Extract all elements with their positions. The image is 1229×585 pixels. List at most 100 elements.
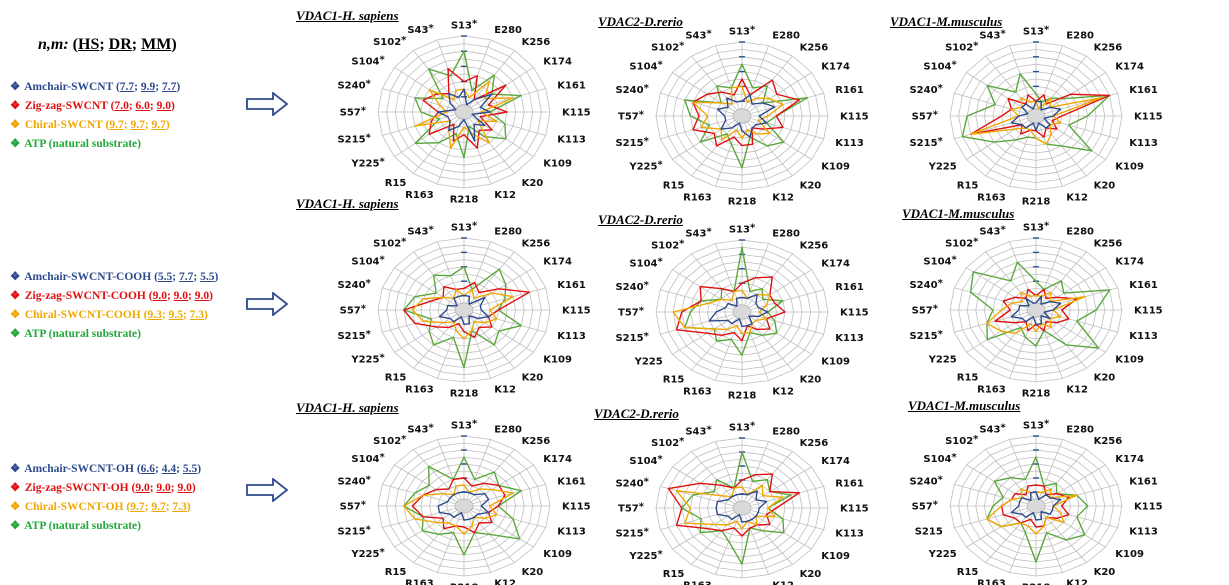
axis-label: S240* bbox=[337, 278, 371, 291]
axis-label: K115 bbox=[562, 306, 591, 317]
legend-header-open: ( bbox=[72, 36, 78, 53]
series-atp bbox=[414, 50, 522, 159]
axis-label: K115 bbox=[562, 108, 591, 119]
significance-star-icon: * bbox=[366, 525, 372, 536]
legend-value: 4.4 bbox=[161, 463, 177, 475]
axis-label: S43* bbox=[979, 29, 1006, 42]
axis-label: K161 bbox=[1129, 85, 1158, 96]
grid-spoke bbox=[437, 439, 465, 507]
axis-label: K115 bbox=[840, 112, 869, 123]
axis-label: R163 bbox=[405, 579, 434, 585]
significance-star-icon: * bbox=[750, 223, 756, 234]
legend-item: ❖ ATP (natural substrate) bbox=[10, 135, 280, 154]
grid-spoke bbox=[1035, 439, 1063, 507]
axis-label: K174 bbox=[543, 454, 572, 465]
grid-spoke bbox=[741, 507, 812, 550]
legend-chirality-values: (7.7; 9.9; 7.7) bbox=[115, 81, 181, 93]
grid-spoke bbox=[660, 485, 743, 509]
axis-label: K12 bbox=[1066, 579, 1088, 585]
axis-label: S13* bbox=[451, 221, 478, 234]
axis-label: K109 bbox=[543, 159, 572, 170]
significance-star-icon: * bbox=[1000, 422, 1006, 433]
panel-title: VDAC2-D.rerio bbox=[598, 212, 683, 227]
axis-label: S57* bbox=[340, 106, 367, 119]
center-hub bbox=[454, 302, 474, 318]
grid-spoke bbox=[463, 505, 491, 573]
axis-label: E280 bbox=[494, 25, 522, 36]
axis-label: K20 bbox=[522, 373, 544, 384]
axis-label: S13* bbox=[1023, 25, 1050, 38]
grid-spoke bbox=[1035, 115, 1063, 187]
axis-label: S13* bbox=[729, 421, 756, 434]
grid-spoke bbox=[741, 311, 769, 381]
grid-spoke bbox=[985, 505, 1037, 563]
grid-spoke bbox=[463, 449, 515, 507]
legend-value: 9.0 bbox=[194, 290, 210, 302]
grid-spoke bbox=[741, 507, 793, 565]
significance-star-icon: * bbox=[361, 500, 367, 511]
series-chiral bbox=[986, 291, 1086, 334]
grid-spoke bbox=[382, 111, 465, 136]
legend-header-sep1: ; bbox=[99, 36, 105, 53]
significance-star-icon: * bbox=[938, 474, 944, 485]
legend-header-dr: DR bbox=[108, 36, 132, 53]
axis-label: S102* bbox=[651, 41, 685, 54]
axis-label: K12 bbox=[772, 386, 794, 397]
axis-label: K12 bbox=[1066, 192, 1088, 203]
legend-label: Zig-zag-SWCNT bbox=[24, 100, 108, 112]
grid-spoke bbox=[413, 449, 465, 507]
axis-label: R161 bbox=[835, 478, 864, 489]
legend-chirality-values: (9.0; 9.0; 9.0) bbox=[148, 290, 213, 302]
axis-label: K115 bbox=[1134, 112, 1163, 123]
axis-label: E280 bbox=[494, 424, 522, 435]
legend-item: ❖ Zig-zag-SWCNT-OH (9.0; 9.0; 9.0) bbox=[10, 479, 280, 498]
grid-spoke bbox=[1035, 505, 1087, 563]
axis-label: S13* bbox=[729, 25, 756, 38]
grid-spoke bbox=[1009, 439, 1037, 507]
axis-label: R163 bbox=[405, 190, 434, 201]
legend-value: 9.0 bbox=[156, 482, 171, 494]
axis-label: K109 bbox=[821, 551, 850, 562]
series-zigzag bbox=[411, 477, 506, 534]
significance-star-icon: * bbox=[706, 29, 712, 40]
legend-value: 9.9 bbox=[140, 81, 156, 93]
grid-spoke bbox=[672, 466, 743, 509]
significance-star-icon: * bbox=[938, 329, 944, 340]
axis-label: K174 bbox=[1115, 62, 1144, 73]
series-atp bbox=[986, 456, 1089, 563]
significance-star-icon: * bbox=[644, 280, 650, 291]
legend-label: ATP (natural substrate) bbox=[24, 138, 141, 150]
grid-spoke bbox=[1035, 449, 1087, 507]
legend-item: ❖ Zig-zag-SWCNT-COOH (9.0; 9.0; 9.0) bbox=[10, 287, 280, 306]
axis-label: S43* bbox=[407, 422, 434, 435]
legend-label: Amchair-SWCNT-COOH bbox=[24, 271, 152, 283]
legend-value: 9.0 bbox=[173, 290, 189, 302]
axis-label: S240* bbox=[615, 280, 649, 293]
center-hub bbox=[454, 498, 474, 514]
legend-value: 7.7 bbox=[119, 81, 135, 93]
axis-label: K113 bbox=[835, 333, 864, 344]
axis-label: K115 bbox=[840, 308, 869, 319]
center-hub bbox=[1026, 108, 1046, 124]
grid-spoke bbox=[413, 50, 465, 113]
significance-star-icon: * bbox=[379, 255, 385, 266]
axis-label: S13* bbox=[729, 223, 756, 236]
significance-star-icon: * bbox=[679, 436, 685, 447]
axis-label: K113 bbox=[1129, 331, 1158, 342]
legend-value: 9.7 bbox=[151, 119, 166, 131]
diamond-bullet-icon: ❖ bbox=[10, 520, 21, 532]
axis-label: Y225 bbox=[928, 354, 957, 365]
significance-star-icon: * bbox=[472, 221, 478, 232]
axis-label: K109 bbox=[1115, 354, 1144, 365]
significance-star-icon: * bbox=[657, 159, 663, 170]
significance-star-icon: * bbox=[366, 278, 372, 289]
axis-label: S57* bbox=[340, 304, 367, 317]
diamond-bullet-icon: ❖ bbox=[10, 119, 21, 131]
series-chiral bbox=[672, 289, 771, 335]
series-amchair bbox=[708, 293, 769, 328]
series-atp bbox=[684, 246, 784, 356]
legend-group-cooh: ❖ Amchair-SWCNT-COOH (5.5; 7.7; 5.5) ❖ Zi… bbox=[10, 268, 280, 344]
axis-label: K109 bbox=[1115, 549, 1144, 560]
panel-title: VDAC1-M.musculus bbox=[908, 398, 1021, 413]
axis-label: K109 bbox=[1115, 161, 1144, 172]
